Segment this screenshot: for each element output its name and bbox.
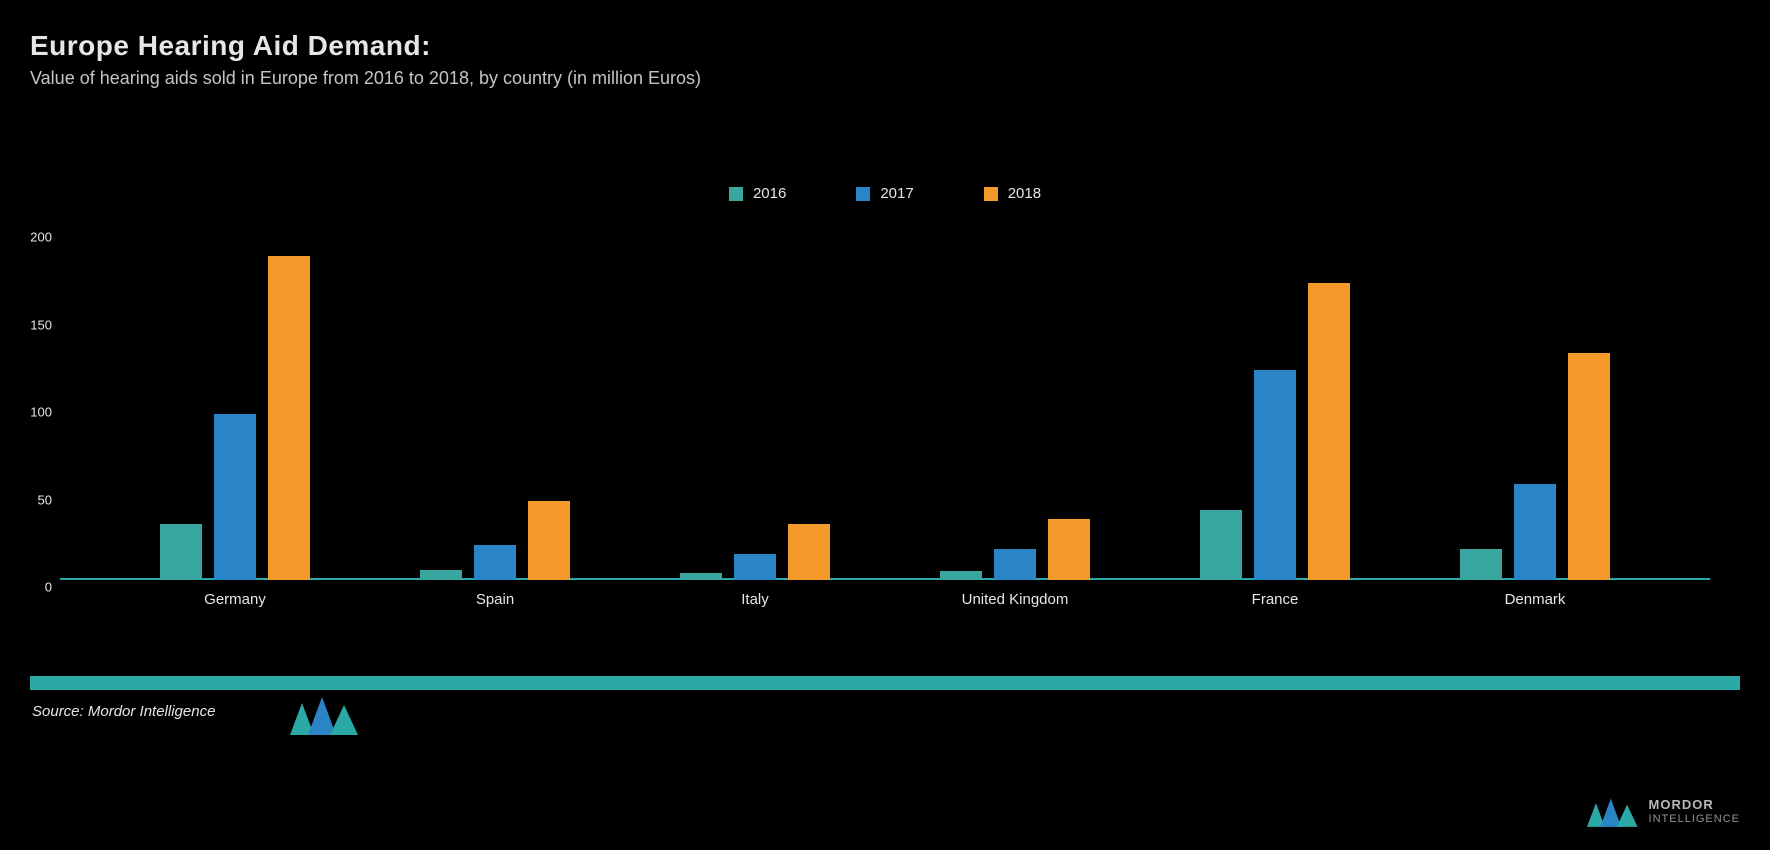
y-axis-tick-label: 50 <box>12 492 52 507</box>
bar <box>1308 283 1350 581</box>
brand-mark-bottom-right: MORDOR INTELLIGENCE <box>1587 796 1740 828</box>
bar <box>420 570 462 581</box>
x-axis-category-label: Italy <box>675 591 835 608</box>
footer-divider-bar <box>30 676 1740 690</box>
bar <box>1514 484 1556 580</box>
legend-label: 2016 <box>753 185 786 202</box>
bar <box>1460 549 1502 581</box>
bar <box>528 501 570 580</box>
bar <box>1200 510 1242 580</box>
bar-group: France <box>1200 283 1350 581</box>
legend-label: 2017 <box>880 185 913 202</box>
brand-br-line2: INTELLIGENCE <box>1649 813 1740 827</box>
legend-item: 2016 <box>729 185 786 202</box>
y-axis-tick-label: 150 <box>12 317 52 332</box>
legend-swatch <box>984 187 998 201</box>
bar-group: Denmark <box>1460 353 1610 581</box>
x-axis-category-label: Denmark <box>1455 591 1615 608</box>
brand-br-logo-icon <box>1587 796 1639 828</box>
chart-canvas: Europe Hearing Aid Demand: Value of hear… <box>0 0 1770 850</box>
bar <box>680 573 722 580</box>
bar <box>788 524 830 580</box>
bar <box>734 554 776 580</box>
chart-legend: 2016 2017 2018 <box>0 185 1770 202</box>
brand-br-text: MORDOR INTELLIGENCE <box>1649 797 1740 827</box>
legend-item: 2018 <box>984 185 1041 202</box>
chart-title-block: Europe Hearing Aid Demand: Value of hear… <box>30 30 701 89</box>
x-axis-category-label: France <box>1195 591 1355 608</box>
bar <box>160 524 202 580</box>
y-axis-tick-label: 200 <box>12 230 52 245</box>
bar-group: United Kingdom <box>940 519 1090 580</box>
x-axis-category-label: Spain <box>415 591 575 608</box>
bar <box>994 549 1036 581</box>
bar <box>1254 370 1296 580</box>
brand-br-line1: MORDOR <box>1649 797 1740 813</box>
source-text: Source: Mordor Intelligence <box>32 703 215 720</box>
chart-area: 050100150200GermanySpainItalyUnited King… <box>50 230 1720 610</box>
bar <box>214 414 256 580</box>
bar <box>1048 519 1090 580</box>
bar <box>940 571 982 580</box>
chart-subtitle: Value of hearing aids sold in Europe fro… <box>30 68 701 89</box>
bar-group: Germany <box>160 256 310 580</box>
brand-logo-icon <box>290 695 360 735</box>
legend-item: 2017 <box>856 185 913 202</box>
y-axis-tick-label: 100 <box>12 405 52 420</box>
chart-title: Europe Hearing Aid Demand: <box>30 30 701 62</box>
y-axis-tick-label: 0 <box>12 580 52 595</box>
legend-swatch <box>729 187 743 201</box>
legend-label: 2018 <box>1008 185 1041 202</box>
bar <box>268 256 310 580</box>
bar <box>1568 353 1610 581</box>
bar <box>474 545 516 580</box>
chart-plot: 050100150200GermanySpainItalyUnited King… <box>60 230 1710 580</box>
legend-swatch <box>856 187 870 201</box>
x-axis-category-label: United Kingdom <box>935 591 1095 608</box>
bar-group: Spain <box>420 501 570 580</box>
bar-group: Italy <box>680 524 830 580</box>
x-axis-category-label: Germany <box>155 591 315 608</box>
